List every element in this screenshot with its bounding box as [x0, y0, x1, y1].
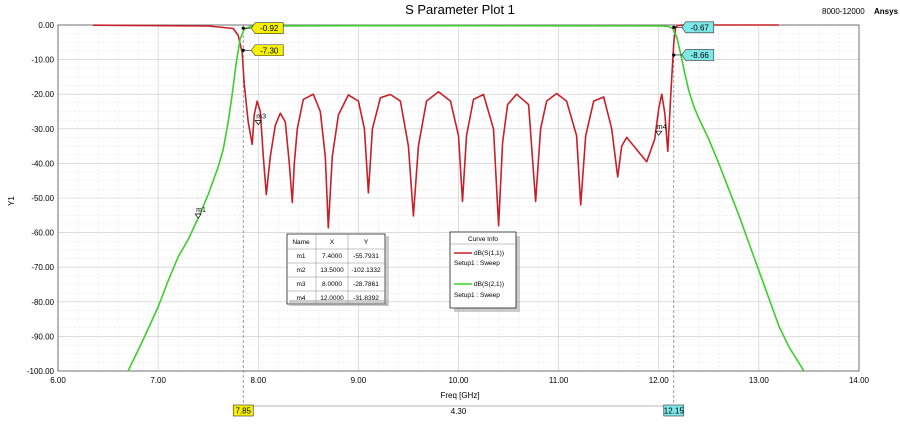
- cursor-flag: [681, 21, 715, 34]
- table-cell: m1: [296, 253, 305, 260]
- x-tick-label: 13.00: [749, 376, 770, 385]
- chart-title: S Parameter Plot 1: [405, 2, 515, 17]
- table-header-y: Y: [364, 239, 369, 246]
- marker-label: m3: [256, 114, 266, 121]
- y-tick-label: 0.00: [38, 21, 54, 30]
- series-s21-line: [127, 24, 805, 372]
- cursor-delta-bar: 4.30 7.85 12.15: [232, 404, 685, 417]
- y-tick-label: -70.00: [31, 263, 54, 272]
- curve-info-title: Curve Info: [468, 236, 498, 243]
- x-tick-label: 9.00: [351, 376, 367, 385]
- y-tick-label: -10.00: [31, 56, 54, 65]
- y-tick-labels: 0.00 -10.00 -20.00 -30.00 -40.00 -50.00 -60.00…: [27, 21, 55, 376]
- x-tick-label: 10.00: [448, 376, 469, 385]
- legend-s21-setup: Setup1 : Sweep: [454, 292, 500, 299]
- y-tick-label: -100.00: [27, 367, 55, 376]
- cursor-flag: [681, 49, 715, 61]
- y-tick-label: -20.00: [31, 90, 54, 99]
- markers[interactable]: m1 m3 m4: [194, 114, 667, 219]
- table-header-x: X: [330, 239, 335, 246]
- marker-label: m4: [657, 124, 667, 131]
- cursor-flag: [250, 44, 284, 57]
- cursor-x-box: [232, 404, 254, 417]
- delta-value: 4.30: [451, 407, 467, 416]
- y-tick-label: -30.00: [31, 125, 54, 134]
- cursor-flag-value: -7.30: [260, 46, 279, 55]
- y-tick-label: -40.00: [31, 159, 54, 168]
- vendor-label: Ansys: [874, 7, 899, 16]
- x-axis-label: Freq [GHz]: [440, 391, 479, 400]
- cursor-lines[interactable]: [242, 25, 675, 412]
- table-cell: 7.4000: [322, 253, 342, 260]
- x-tick-label: 11.00: [549, 376, 569, 385]
- y-tick-label: -90.00: [31, 332, 54, 341]
- cursor-flag-value: -8.66: [691, 51, 710, 60]
- table-cell: 8.0000: [322, 281, 342, 288]
- cursor-x-value: 12.15: [664, 407, 685, 416]
- curve-info-legend[interactable]: Curve Info dB(S(1,1)) Setup1 : Sweep dB(…: [449, 231, 520, 312]
- x-tick-label: 12.00: [649, 376, 670, 385]
- cursor-point: [241, 26, 245, 30]
- cursor-flag: [250, 22, 284, 34]
- cursor-flag-value: -0.92: [260, 24, 279, 33]
- cursor-point: [241, 48, 245, 52]
- x-tick-labels: 6.00 7.00 8.00 9.00 10.00 11.00 12.00 13.00 14.0…: [50, 376, 869, 385]
- marker-table: Name X Y m1 7.4000 -55.7931 m2 13.5000 -…: [286, 233, 389, 306]
- table-cell: -55.7931: [353, 253, 379, 260]
- table-cell: -102.1332: [351, 267, 381, 274]
- table-cell: -31.8392: [353, 295, 379, 302]
- x-tick-label: 14.00: [849, 376, 870, 385]
- x-tick-label: 7.00: [150, 376, 166, 385]
- legend-s11-setup: Setup1 : Sweep: [454, 260, 500, 267]
- cursor-x-value: 7.85: [235, 407, 251, 416]
- y-tick-label: -50.00: [31, 194, 54, 203]
- table-cell: m2: [296, 267, 305, 274]
- y-tick-label: -60.00: [31, 229, 54, 238]
- marker-label: m1: [196, 207, 206, 214]
- table-cell: 12.0000: [320, 295, 344, 302]
- y-tick-label: -80.00: [31, 298, 54, 307]
- table-cell: m3: [296, 281, 305, 288]
- grid: [57, 24, 860, 372]
- table-cell: 13.5000: [320, 267, 344, 274]
- sweep-range-label: 8000-12000: [822, 7, 865, 16]
- series-s11-line: [92, 24, 779, 229]
- marker-m1: [194, 213, 202, 219]
- x-tick-label: 6.00: [50, 376, 66, 385]
- legend-s11-name: dB(S(1,1)): [474, 250, 504, 257]
- table-cell: m4: [296, 295, 305, 302]
- marker-m3: [254, 120, 262, 126]
- series-lines: [92, 24, 805, 372]
- cursor-flag-value: -0.67: [691, 23, 710, 32]
- cursor-x-box: [663, 404, 685, 417]
- table-cell: -28.7861: [353, 281, 379, 288]
- x-tick-label: 8.00: [250, 376, 266, 385]
- cursor-flags: -0.92 -7.30 -0.67 -8.66: [241, 21, 715, 61]
- marker-m4: [655, 130, 663, 136]
- legend-s21-name: dB(S(2,1)): [474, 281, 504, 288]
- table-header-name: Name: [292, 239, 310, 246]
- y-axis-label: Y1: [7, 196, 16, 206]
